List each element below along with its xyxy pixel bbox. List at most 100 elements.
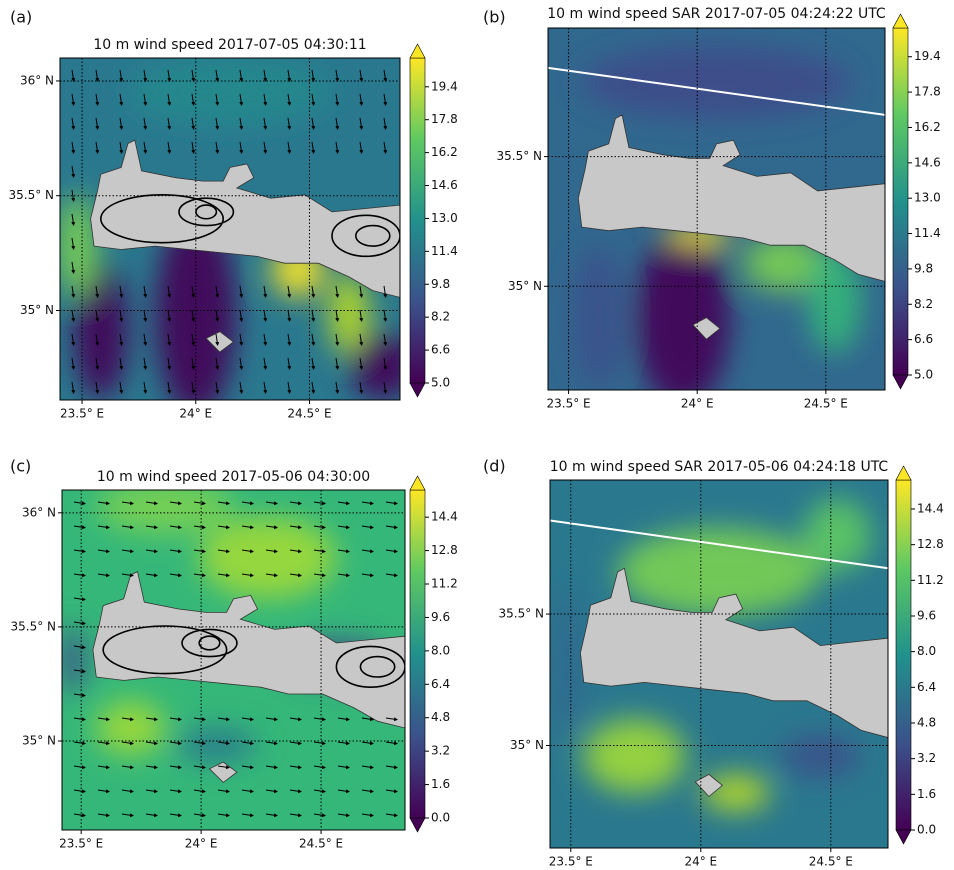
panel-label: (c): [10, 457, 31, 476]
x-tick-label: 24° E: [179, 407, 212, 421]
colorbar-tick-label: 19.4: [914, 49, 941, 63]
colorbar: [893, 28, 908, 375]
field-blob: [582, 46, 852, 118]
field-blob: [349, 332, 417, 400]
map-field: [57, 58, 417, 417]
colorbar-tick-label: 5.0: [431, 376, 450, 390]
y-tick-label: 36° N: [20, 73, 54, 87]
field-blob: [96, 701, 165, 755]
colorbar-tick-label: 3.2: [431, 744, 450, 758]
colorbar-tick-label: 8.0: [917, 644, 936, 658]
x-tick-label: 24.5° E: [299, 837, 343, 851]
colorbar-tick-label: 11.2: [431, 577, 458, 591]
panel-label: (b): [483, 8, 506, 27]
colorbar-tick-label: 16.2: [914, 120, 941, 134]
colorbar-tick-label: 12.8: [917, 537, 944, 551]
map-panel: 23.5° E 24° E 24.5° E 35° N 35.5° N 10 m wind…: [483, 6, 941, 411]
y-tick-label: 35° N: [22, 734, 56, 748]
x-tick-label: 23.5° E: [59, 837, 103, 851]
y-tick-label: 35.5° N: [498, 607, 544, 621]
colorbar-tick-label: 4.8: [917, 715, 936, 729]
colorbar-tick-label: 5.0: [914, 368, 933, 382]
colorbar-tick-label: 11.2: [917, 573, 944, 587]
colorbar-tick-label: 16.2: [431, 145, 458, 159]
field-blob: [636, 227, 730, 408]
y-tick-label: 35° N: [508, 279, 542, 293]
field-blob: [57, 195, 98, 298]
colorbar-tick-label: 1.6: [917, 787, 936, 801]
y-tick-label: 35.5° N: [8, 188, 54, 202]
colorbar-extend-bottom: [896, 830, 911, 844]
colorbar-tick-label: 14.6: [431, 178, 458, 192]
colorbar-tick-label: 19.4: [431, 79, 458, 93]
colorbar-extend-top: [410, 476, 425, 490]
colorbar: [410, 58, 425, 383]
map-field: [59, 480, 405, 830]
x-tick-label: 24.5° E: [804, 397, 848, 411]
colorbar-extend-top: [896, 466, 911, 480]
y-tick-label: 35° N: [510, 738, 544, 752]
map-panel: 23.5° E 24° E 24.5° E 35° N 35.5° N 10 m wind…: [483, 457, 944, 869]
panel-title: 10 m wind speed SAR 2017-05-06 04:24:18 …: [550, 459, 889, 475]
y-tick-label: 35.5° N: [10, 619, 56, 633]
map-panel: 23.5° E 24° E 24.5° E 35° N 35.5° N 36° N 10 m…: [10, 457, 458, 851]
colorbar-tick-label: 9.8: [431, 277, 450, 291]
field-blob: [550, 590, 584, 737]
figure: 23.5° E 24° E 24.5° E 35° N 35.5° N 36° N 10 m…: [0, 0, 954, 870]
colorbar-tick-label: 13.0: [431, 211, 458, 225]
x-tick-label: 23.5° E: [547, 397, 591, 411]
panel-title: 10 m wind speed 2017-05-06 04:30:00: [97, 469, 370, 485]
colorbar-tick-label: 17.8: [431, 112, 458, 126]
colorbar-tick-label: 4.8: [431, 710, 450, 724]
x-tick-label: 24° E: [185, 837, 218, 851]
colorbar: [410, 490, 425, 818]
x-tick-label: 24.5° E: [287, 407, 331, 421]
x-tick-label: 23.5° E: [60, 407, 104, 421]
field-blob: [572, 245, 626, 390]
colorbar-extend-bottom: [410, 818, 425, 832]
colorbar: [896, 480, 911, 830]
x-tick-label: 24° E: [684, 855, 717, 869]
field-blob: [128, 58, 332, 126]
colorbar-tick-label: 9.8: [914, 261, 933, 275]
y-tick-label: 35° N: [20, 303, 54, 317]
field-blob: [96, 480, 233, 534]
colorbar-tick-label: 14.6: [914, 155, 941, 169]
x-tick-label: 24.5° E: [809, 855, 853, 869]
y-tick-label: 35.5° N: [496, 149, 542, 163]
y-tick-label: 36° N: [22, 505, 56, 519]
colorbar-tick-label: 0.0: [917, 823, 936, 837]
x-tick-label: 23.5° E: [549, 855, 593, 869]
field-blob: [175, 728, 257, 762]
x-tick-label: 24° E: [681, 397, 714, 411]
colorbar-tick-label: 6.6: [431, 343, 450, 357]
colorbar-tick-label: 0.0: [431, 811, 450, 825]
map-field: [550, 480, 888, 848]
colorbar-extend-bottom: [410, 383, 425, 397]
colorbar-tick-label: 8.0: [431, 643, 450, 657]
colorbar-tick-label: 9.6: [431, 610, 450, 624]
colorbar-extend-bottom: [893, 375, 908, 389]
panel-label: (d): [483, 457, 506, 476]
colorbar-tick-label: 8.2: [431, 310, 450, 324]
colorbar-tick-label: 6.4: [917, 680, 936, 694]
panel-title: 10 m wind speed 2017-07-05 04:30:11: [93, 37, 366, 53]
colorbar-tick-label: 1.6: [431, 777, 450, 791]
colorbar-tick-label: 13.0: [914, 191, 941, 205]
colorbar-tick-label: 3.2: [917, 751, 936, 765]
colorbar-extend-top: [893, 14, 908, 28]
colorbar-tick-label: 8.2: [914, 297, 933, 311]
colorbar-tick-label: 11.4: [431, 244, 458, 258]
colorbar-tick-label: 17.8: [914, 85, 941, 99]
map-field: [548, 28, 885, 408]
colorbar-tick-label: 9.6: [917, 608, 936, 622]
map-panel: 23.5° E 24° E 24.5° E 35° N 35.5° N 36° N 10 m…: [8, 8, 457, 421]
colorbar-tick-label: 11.4: [914, 226, 941, 240]
colorbar-tick-label: 6.6: [914, 332, 933, 346]
colorbar-tick-label: 6.4: [431, 677, 450, 691]
panel-title: 10 m wind speed SAR 2017-07-05 04:24:22 …: [547, 6, 886, 22]
colorbar-tick-label: 14.4: [431, 510, 458, 524]
field-blob: [59, 626, 86, 694]
colorbar-tick-label: 12.8: [431, 543, 458, 557]
field-blob: [780, 734, 861, 778]
